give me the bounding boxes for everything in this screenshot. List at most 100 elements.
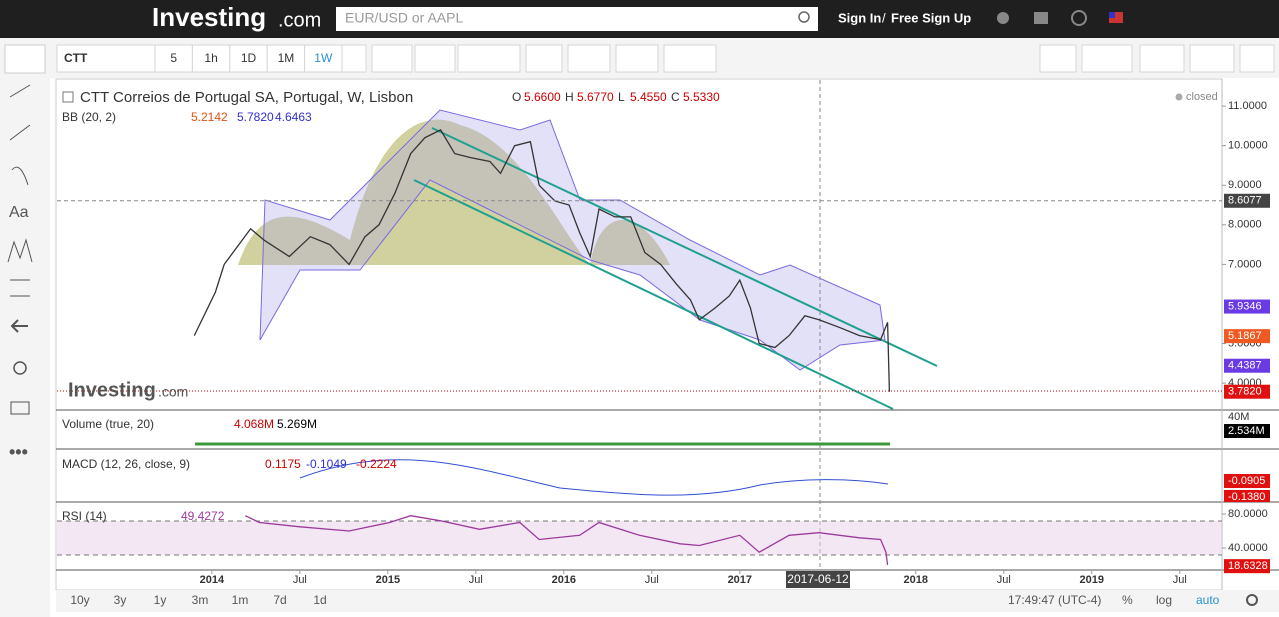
percent-toggle[interactable]: % <box>1122 593 1133 607</box>
ohlc-key: L <box>618 90 625 104</box>
symbol-input[interactable] <box>56 44 156 73</box>
channel-line <box>431 127 938 367</box>
interval-label: 1M <box>278 51 295 65</box>
y-tick-label: 80.0000 <box>1228 508 1268 520</box>
text-tool[interactable]: Aa <box>9 204 29 221</box>
clock-icon[interactable] <box>1071 10 1087 26</box>
volume-tag-bg <box>1224 424 1270 438</box>
compare-button[interactable] <box>615 44 659 73</box>
logo[interactable]: Investing <box>152 2 266 32</box>
interval-label: 1D <box>241 51 257 65</box>
range-button[interactable]: 3m <box>192 593 209 607</box>
candles-button[interactable] <box>371 44 413 73</box>
interval-button[interactable] <box>191 44 231 73</box>
pattern-shape <box>590 220 670 265</box>
pattern-shape <box>238 119 590 265</box>
portfolio-icon[interactable] <box>1034 12 1048 24</box>
search-placeholder: EUR/USD or AAPL <box>345 10 463 26</box>
crosshair-date: 2017-06-12 <box>787 572 849 586</box>
auto-toggle[interactable]: auto <box>1196 593 1220 607</box>
y-tick-label: 11.0000 <box>1228 100 1267 112</box>
macd-tag: -0.0905 <box>1228 475 1265 487</box>
drawings-tool[interactable] <box>10 401 30 415</box>
ohlc-value: 5.5330 <box>683 90 720 104</box>
back-tool[interactable] <box>10 319 28 333</box>
ohlc-key: O <box>512 90 521 104</box>
market-status: closed <box>1186 91 1218 103</box>
fullscreen-button[interactable] <box>1239 44 1275 73</box>
sign-in[interactable]: Sign In <box>838 10 881 25</box>
indicators-button[interactable] <box>567 44 611 73</box>
snapshot-button[interactable] <box>1039 44 1077 73</box>
zoom-tool[interactable] <box>13 361 27 375</box>
interval-dropdown[interactable] <box>341 44 367 73</box>
price-tag <box>1224 384 1270 399</box>
macd-line <box>299 459 889 496</box>
trendline-tool[interactable] <box>9 84 31 98</box>
macd-tag: -0.1380 <box>1228 491 1265 503</box>
x-tick-label: Jul <box>293 574 307 586</box>
arc-tool[interactable] <box>11 166 29 186</box>
settings-button[interactable] <box>525 44 563 73</box>
range-button[interactable]: 1m <box>232 593 249 607</box>
x-tick-label: 2015 <box>376 574 400 586</box>
bars-button[interactable] <box>457 44 521 73</box>
ohlc-value: 5.6600 <box>524 90 561 104</box>
undo-redo-button[interactable] <box>663 44 717 73</box>
flag-icon[interactable] <box>1109 12 1123 23</box>
interval-button[interactable] <box>266 44 306 73</box>
crosshair-tool[interactable] <box>4 44 46 74</box>
range-button[interactable]: 3y <box>114 593 127 607</box>
symbol: CTT <box>64 51 88 65</box>
interval-button[interactable] <box>304 44 343 73</box>
price-tag-label: 4.4387 <box>1228 360 1262 372</box>
channel-line <box>413 179 894 410</box>
sign-up[interactable]: Free Sign Up <box>891 10 971 25</box>
price-tag-label: 5.1867 <box>1228 330 1262 342</box>
range-button[interactable]: 10y <box>70 593 89 607</box>
line-button[interactable] <box>414 44 456 73</box>
cloud-save-button[interactable] <box>1189 44 1235 73</box>
separator: / <box>882 10 886 25</box>
collapse-button[interactable] <box>62 91 74 103</box>
search-icon <box>798 11 810 23</box>
crosshair-date-bg <box>786 571 850 588</box>
macd-value: -0.1049 <box>306 457 347 471</box>
cloud-load-button[interactable] <box>1139 44 1185 73</box>
search-box[interactable] <box>336 7 818 31</box>
interval-button[interactable] <box>154 44 193 73</box>
price-tag-label: 5.9346 <box>1228 300 1262 312</box>
pattern-tool[interactable] <box>7 238 33 263</box>
bb-value: 5.7820 <box>237 110 274 124</box>
y-tick-label: 8.0000 <box>1228 219 1262 231</box>
more-tools[interactable]: ••• <box>9 442 28 462</box>
macd-value: -0.2224 <box>356 457 397 471</box>
bb-value: 4.6463 <box>275 110 312 124</box>
interval-group: 5 1h 1D 1M 1W <box>154 44 343 73</box>
bb-value: 5.2142 <box>191 110 228 124</box>
interval-button[interactable] <box>229 44 268 73</box>
watermark: Investing <box>68 379 156 401</box>
chart-area <box>55 78 1223 591</box>
settings-icon[interactable] <box>1246 594 1258 606</box>
range-button[interactable]: 1y <box>154 593 167 607</box>
color-button[interactable] <box>1081 44 1133 73</box>
clock: 17:49:47 (UTC-4) <box>1008 593 1101 607</box>
fork-tool[interactable] <box>9 124 31 141</box>
logo-suffix: .com <box>278 9 321 31</box>
range-button[interactable]: 1d <box>313 593 326 607</box>
x-tick-label: 2019 <box>1080 574 1104 586</box>
price-tag <box>1224 358 1270 373</box>
x-tick-label: Jul <box>997 574 1011 586</box>
volume-scale: 40M <box>1228 411 1249 423</box>
status-dot <box>1175 93 1183 101</box>
bell-icon[interactable] <box>997 12 1009 24</box>
volume-value: 4.068M <box>234 417 274 431</box>
x-tick-label: 2018 <box>904 574 928 586</box>
range-button[interactable]: 7d <box>273 593 286 607</box>
watermark-suffix: .com <box>158 384 188 400</box>
rsi-value: 49.4272 <box>181 509 225 523</box>
log-toggle[interactable]: log <box>1156 593 1172 607</box>
